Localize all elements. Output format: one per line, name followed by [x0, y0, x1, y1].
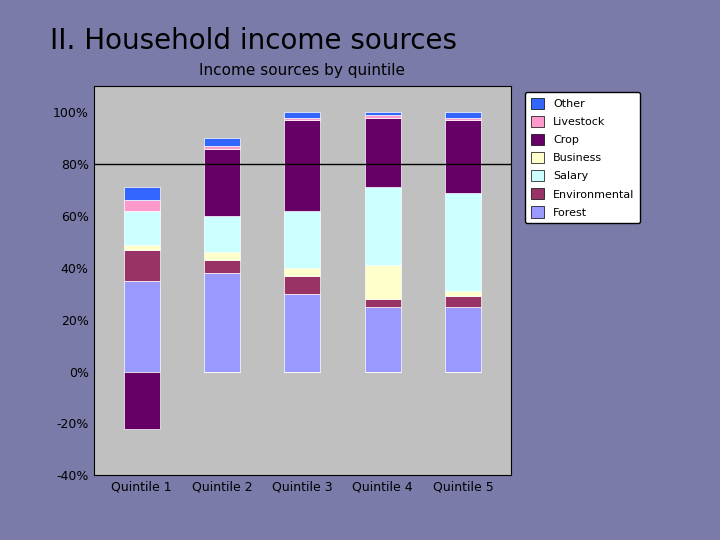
- Title: Income sources by quintile: Income sources by quintile: [199, 63, 405, 78]
- Bar: [445, 291, 481, 296]
- Legend: Other, Livestock, Crop, Business, Salary, Environmental, Forest: Other, Livestock, Crop, Business, Salary…: [525, 92, 640, 223]
- Bar: [124, 187, 160, 200]
- Bar: [204, 146, 240, 148]
- Bar: [445, 120, 481, 193]
- Bar: [204, 216, 240, 252]
- Bar: [204, 148, 240, 216]
- Bar: [364, 307, 401, 372]
- Bar: [445, 296, 481, 307]
- Bar: [284, 120, 320, 211]
- Bar: [204, 138, 240, 146]
- Text: II. Household income sources: II. Household income sources: [50, 26, 457, 55]
- Bar: [204, 260, 240, 273]
- Bar: [284, 275, 320, 294]
- Bar: [364, 299, 401, 307]
- Bar: [364, 115, 401, 118]
- Bar: [204, 273, 240, 372]
- Bar: [284, 294, 320, 372]
- Bar: [284, 118, 320, 120]
- Bar: [364, 187, 401, 265]
- Bar: [284, 211, 320, 268]
- Bar: [445, 307, 481, 372]
- Bar: [124, 249, 160, 281]
- Bar: [124, 245, 160, 249]
- Bar: [364, 265, 401, 299]
- Bar: [445, 112, 481, 118]
- Bar: [284, 112, 320, 118]
- Bar: [445, 118, 481, 120]
- Bar: [445, 193, 481, 291]
- Bar: [124, 200, 160, 211]
- Bar: [124, 211, 160, 245]
- Bar: [364, 112, 401, 115]
- Bar: [364, 118, 401, 187]
- Bar: [284, 268, 320, 275]
- Bar: [124, 281, 160, 372]
- Bar: [124, 372, 160, 429]
- Bar: [204, 252, 240, 260]
